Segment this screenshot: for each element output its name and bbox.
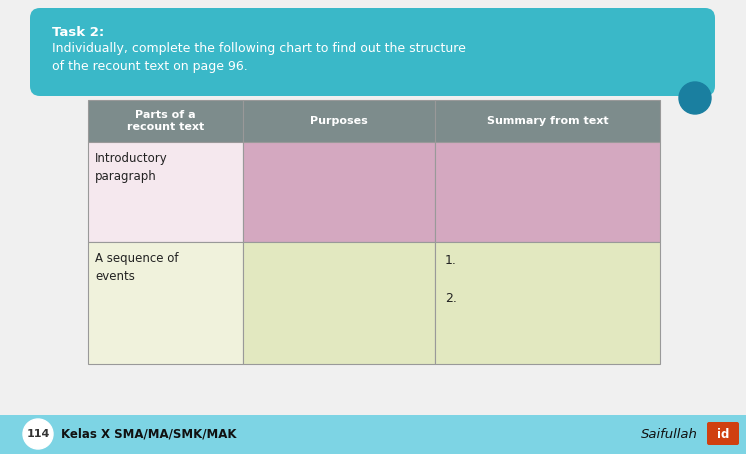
Bar: [243, 142, 435, 242]
Bar: [0, 415, 746, 454]
Text: id: id: [717, 428, 729, 440]
Bar: [88, 100, 243, 142]
Text: Saifullah: Saifullah: [641, 428, 698, 440]
Text: Purposes: Purposes: [310, 116, 368, 126]
Text: Parts of a
recount text: Parts of a recount text: [127, 110, 204, 132]
Circle shape: [23, 419, 53, 449]
Bar: [88, 142, 243, 242]
Text: Kelas X SMA/MA/SMK/MAK: Kelas X SMA/MA/SMK/MAK: [61, 428, 236, 440]
Text: 2.: 2.: [445, 292, 457, 305]
Bar: [88, 242, 243, 364]
FancyBboxPatch shape: [30, 8, 715, 96]
Text: 114: 114: [26, 429, 50, 439]
Text: Task 2:: Task 2:: [52, 26, 104, 39]
Text: Individually, complete the following chart to find out the structure
of the reco: Individually, complete the following cha…: [52, 42, 466, 73]
Bar: [435, 100, 660, 142]
Circle shape: [679, 82, 711, 114]
Text: A sequence of
events: A sequence of events: [95, 252, 178, 283]
Text: Summary from text: Summary from text: [486, 116, 608, 126]
Text: Introductory
paragraph: Introductory paragraph: [95, 152, 168, 183]
Bar: [243, 242, 435, 364]
Bar: [243, 100, 435, 142]
FancyBboxPatch shape: [707, 422, 739, 445]
Bar: [435, 142, 660, 242]
Bar: [435, 242, 660, 364]
Text: 1.: 1.: [445, 254, 457, 267]
